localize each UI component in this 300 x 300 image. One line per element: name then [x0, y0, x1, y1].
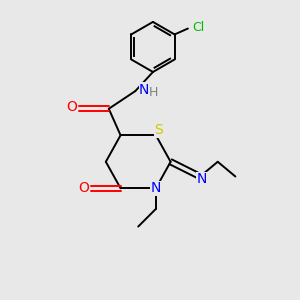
Text: H: H — [148, 86, 158, 99]
Text: N: N — [151, 181, 161, 195]
Text: Cl: Cl — [192, 21, 205, 34]
Text: N: N — [196, 172, 207, 186]
Text: O: O — [67, 100, 77, 114]
Text: S: S — [154, 123, 163, 137]
Text: O: O — [78, 181, 89, 195]
Text: N: N — [139, 82, 149, 97]
